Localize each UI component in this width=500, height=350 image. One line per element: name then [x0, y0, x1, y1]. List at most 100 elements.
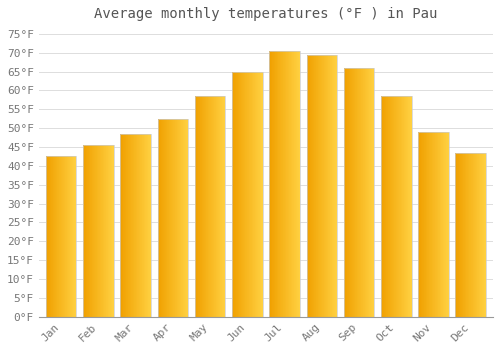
- Bar: [133, 134, 134, 317]
- Bar: [84, 145, 85, 317]
- Bar: [372, 68, 373, 317]
- Bar: [364, 68, 365, 317]
- Bar: [87, 145, 88, 317]
- Bar: [72, 156, 74, 317]
- Bar: [55, 156, 56, 317]
- Bar: [109, 145, 110, 317]
- Bar: [366, 68, 367, 317]
- Bar: [423, 132, 424, 317]
- Bar: [288, 51, 289, 317]
- Bar: [296, 51, 297, 317]
- Bar: [236, 71, 237, 317]
- Bar: [427, 132, 428, 317]
- Bar: [145, 134, 146, 317]
- Bar: [285, 51, 286, 317]
- Bar: [94, 145, 95, 317]
- Bar: [253, 71, 254, 317]
- Bar: [68, 156, 69, 317]
- Bar: [470, 153, 471, 317]
- Bar: [248, 71, 249, 317]
- Bar: [219, 96, 220, 317]
- Bar: [201, 96, 202, 317]
- Bar: [365, 68, 366, 317]
- Bar: [99, 145, 100, 317]
- Bar: [336, 55, 337, 317]
- Bar: [129, 134, 130, 317]
- Bar: [171, 119, 172, 317]
- Bar: [165, 119, 166, 317]
- Bar: [299, 51, 300, 317]
- Bar: [418, 132, 419, 317]
- Bar: [257, 71, 258, 317]
- Bar: [173, 119, 174, 317]
- Bar: [74, 156, 75, 317]
- Bar: [308, 55, 309, 317]
- Bar: [126, 134, 127, 317]
- Bar: [381, 96, 382, 317]
- Bar: [309, 55, 310, 317]
- Bar: [108, 145, 109, 317]
- Bar: [307, 55, 308, 317]
- Bar: [56, 156, 57, 317]
- Bar: [91, 145, 92, 317]
- Bar: [100, 145, 101, 317]
- Bar: [85, 145, 86, 317]
- Bar: [445, 132, 446, 317]
- Bar: [93, 145, 94, 317]
- Bar: [293, 51, 294, 317]
- Bar: [147, 134, 148, 317]
- Bar: [52, 156, 53, 317]
- Bar: [463, 153, 464, 317]
- Bar: [110, 145, 111, 317]
- Bar: [172, 119, 173, 317]
- Bar: [113, 145, 114, 317]
- Bar: [478, 153, 480, 317]
- Bar: [422, 132, 423, 317]
- Bar: [47, 156, 48, 317]
- Bar: [241, 71, 242, 317]
- Bar: [222, 96, 223, 317]
- Bar: [468, 153, 469, 317]
- Bar: [475, 153, 476, 317]
- Bar: [439, 132, 440, 317]
- Bar: [54, 156, 55, 317]
- Bar: [312, 55, 314, 317]
- Bar: [424, 132, 425, 317]
- Bar: [51, 156, 52, 317]
- Bar: [199, 96, 200, 317]
- Bar: [352, 68, 353, 317]
- Bar: [163, 119, 164, 317]
- Bar: [249, 71, 250, 317]
- Bar: [223, 96, 224, 317]
- Bar: [467, 153, 468, 317]
- Bar: [485, 153, 486, 317]
- Bar: [351, 68, 352, 317]
- Bar: [97, 145, 98, 317]
- Bar: [195, 96, 226, 317]
- Bar: [381, 96, 412, 317]
- Bar: [60, 156, 61, 317]
- Bar: [317, 55, 318, 317]
- Bar: [164, 119, 165, 317]
- Bar: [105, 145, 106, 317]
- Bar: [464, 153, 466, 317]
- Bar: [200, 96, 201, 317]
- Bar: [318, 55, 320, 317]
- Bar: [169, 119, 170, 317]
- Bar: [137, 134, 138, 317]
- Bar: [184, 119, 185, 317]
- Bar: [408, 96, 409, 317]
- Bar: [102, 145, 104, 317]
- Bar: [428, 132, 429, 317]
- Bar: [476, 153, 477, 317]
- Bar: [207, 96, 208, 317]
- Bar: [162, 119, 163, 317]
- Bar: [272, 51, 273, 317]
- Bar: [318, 55, 319, 317]
- Bar: [429, 132, 430, 317]
- Bar: [297, 51, 298, 317]
- Bar: [123, 134, 124, 317]
- Bar: [358, 68, 359, 317]
- Bar: [369, 68, 370, 317]
- Bar: [70, 156, 71, 317]
